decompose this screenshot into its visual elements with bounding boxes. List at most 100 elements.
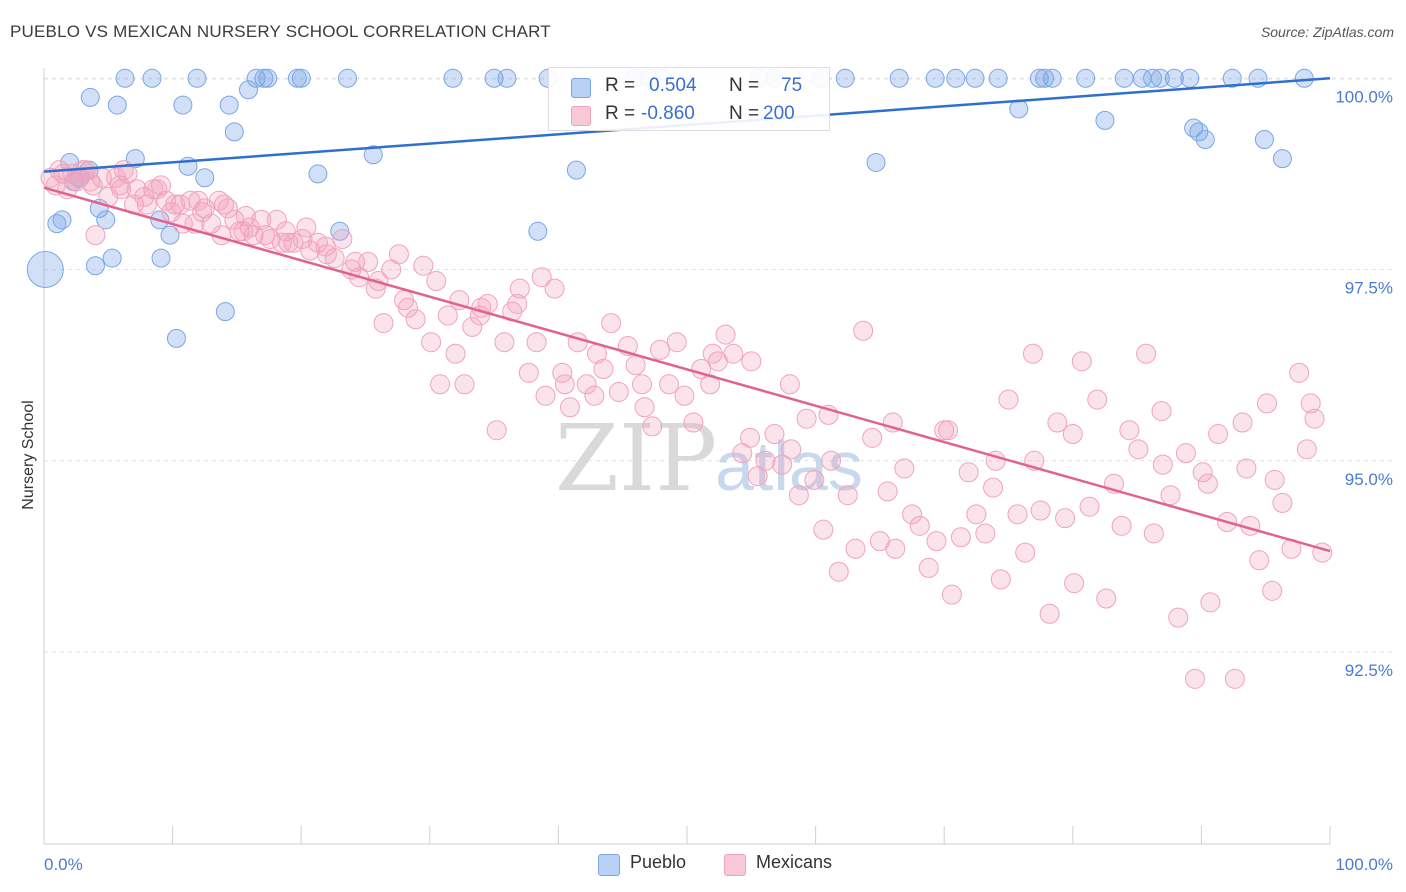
mexicans-point [507, 293, 528, 314]
mexicans-point [1289, 362, 1310, 383]
legend-row-mexicans: R = -0.860 N = 200 [549, 100, 829, 128]
pueblo-point [337, 68, 357, 88]
pueblo-point [258, 68, 278, 88]
mexicans-point [1136, 343, 1157, 364]
y-tick-label: 95.0% [1345, 470, 1393, 489]
mexicans-point [531, 267, 552, 288]
mexicans-point [535, 385, 556, 406]
mexicans-point [902, 504, 923, 525]
mexicans-point [862, 427, 883, 448]
pueblo-point [1114, 68, 1134, 88]
legend-n-value: 75 [781, 75, 803, 96]
pueblo-point [224, 122, 244, 142]
mexicans-point [421, 332, 442, 353]
mexicans-point [804, 469, 825, 490]
y-tick-label: 97.5% [1345, 279, 1393, 298]
mexicans-point [649, 339, 670, 360]
mexicans-point [151, 175, 172, 196]
mexicans-point [1047, 412, 1068, 433]
mexicans-point [634, 397, 655, 418]
mexicans-point [430, 374, 451, 395]
mexicans-point [1264, 469, 1285, 490]
mexicans-point [593, 359, 614, 379]
mexicans-point [235, 206, 256, 226]
mexicans-point [1119, 420, 1140, 441]
mexicans-point [471, 297, 492, 318]
mexicans-point [1111, 515, 1132, 536]
legend-row-pueblo: R = 0.504 N = 75 [549, 72, 829, 100]
pueblo-point [187, 68, 207, 88]
pueblo-legend-swatch [598, 854, 620, 876]
mexicans-point [255, 225, 276, 246]
legend-r-label: R = [605, 103, 636, 124]
mexicans-swatch [571, 106, 591, 126]
pueblo-point [160, 225, 180, 245]
mexicans-point [1143, 523, 1164, 544]
pueblo-point [1272, 149, 1292, 169]
mexicans-point [1256, 393, 1277, 414]
mexicans-point [486, 420, 507, 441]
pueblo-point [1254, 130, 1274, 149]
mexicans-points [40, 160, 1333, 689]
mexicans-point [1262, 580, 1283, 601]
mexicans-point [373, 313, 394, 334]
mexicans-point [1184, 668, 1205, 689]
pueblo-point [47, 214, 67, 234]
mexicans-legend-label: Mexicans [756, 852, 833, 872]
mexicans-point [1071, 351, 1092, 372]
pueblo-point [151, 248, 171, 268]
mexicans-point [445, 343, 466, 364]
pueblo-point [166, 328, 186, 348]
mexicans-point [296, 217, 317, 238]
mexicans-point [885, 538, 906, 559]
mexicans-point [316, 244, 337, 265]
mexicans-point [426, 271, 447, 292]
mexicans-point [938, 420, 959, 441]
mexicans-point [983, 477, 1004, 498]
chart-title: PUEBLO VS MEXICAN NURSERY SCHOOL CORRELA… [10, 22, 551, 41]
mexicans-point [788, 485, 809, 506]
mexicans-point [950, 527, 971, 548]
pueblo-point [246, 68, 266, 88]
legend-n-value: 200 [763, 103, 795, 124]
mexicans-point [779, 374, 800, 395]
mexicans-point [741, 351, 762, 372]
legend-r-value: -0.860 [641, 103, 695, 124]
mexicans-point [576, 374, 597, 395]
mexicans-point [1055, 508, 1076, 529]
mexicans-point [1062, 424, 1083, 445]
mexicans-legend-swatch [724, 854, 746, 876]
mexicans-point [554, 374, 575, 395]
legend: R = 0.504 N = 75 R = -0.860 N = 200 [548, 67, 830, 131]
mexicans-point [666, 332, 687, 353]
mexicans-point [715, 324, 736, 345]
pueblo-point [528, 221, 548, 241]
mexicans-point [1197, 473, 1218, 494]
mexicans-point [1160, 485, 1181, 506]
mexicans-point [601, 313, 622, 334]
mexicans-point [608, 381, 629, 402]
mexicans-point [278, 232, 299, 253]
mexicans-point [941, 584, 962, 605]
mexicans-point [271, 232, 292, 253]
mexicans-point [454, 374, 475, 395]
mexicans-point [1096, 588, 1117, 609]
pueblo-point [1184, 118, 1204, 138]
mexicans-point [544, 278, 565, 299]
mexicans-point [998, 389, 1019, 410]
mexicans-trend-line [43, 186, 1331, 553]
pueblo-point [1150, 68, 1170, 88]
pueblo-point [946, 68, 966, 88]
mexicans-point [1200, 592, 1221, 613]
mexicans-point [909, 515, 930, 536]
mexicans-point [559, 397, 580, 418]
pueblo-point [1294, 68, 1314, 88]
mexicans-point [437, 305, 458, 326]
pueblo-point [308, 164, 328, 184]
mexicans-point [845, 538, 866, 559]
pueblo-point [173, 95, 193, 115]
mexicans-point [1296, 439, 1317, 460]
legend-n-label: N = [729, 75, 760, 96]
mexicans-point [584, 385, 605, 406]
